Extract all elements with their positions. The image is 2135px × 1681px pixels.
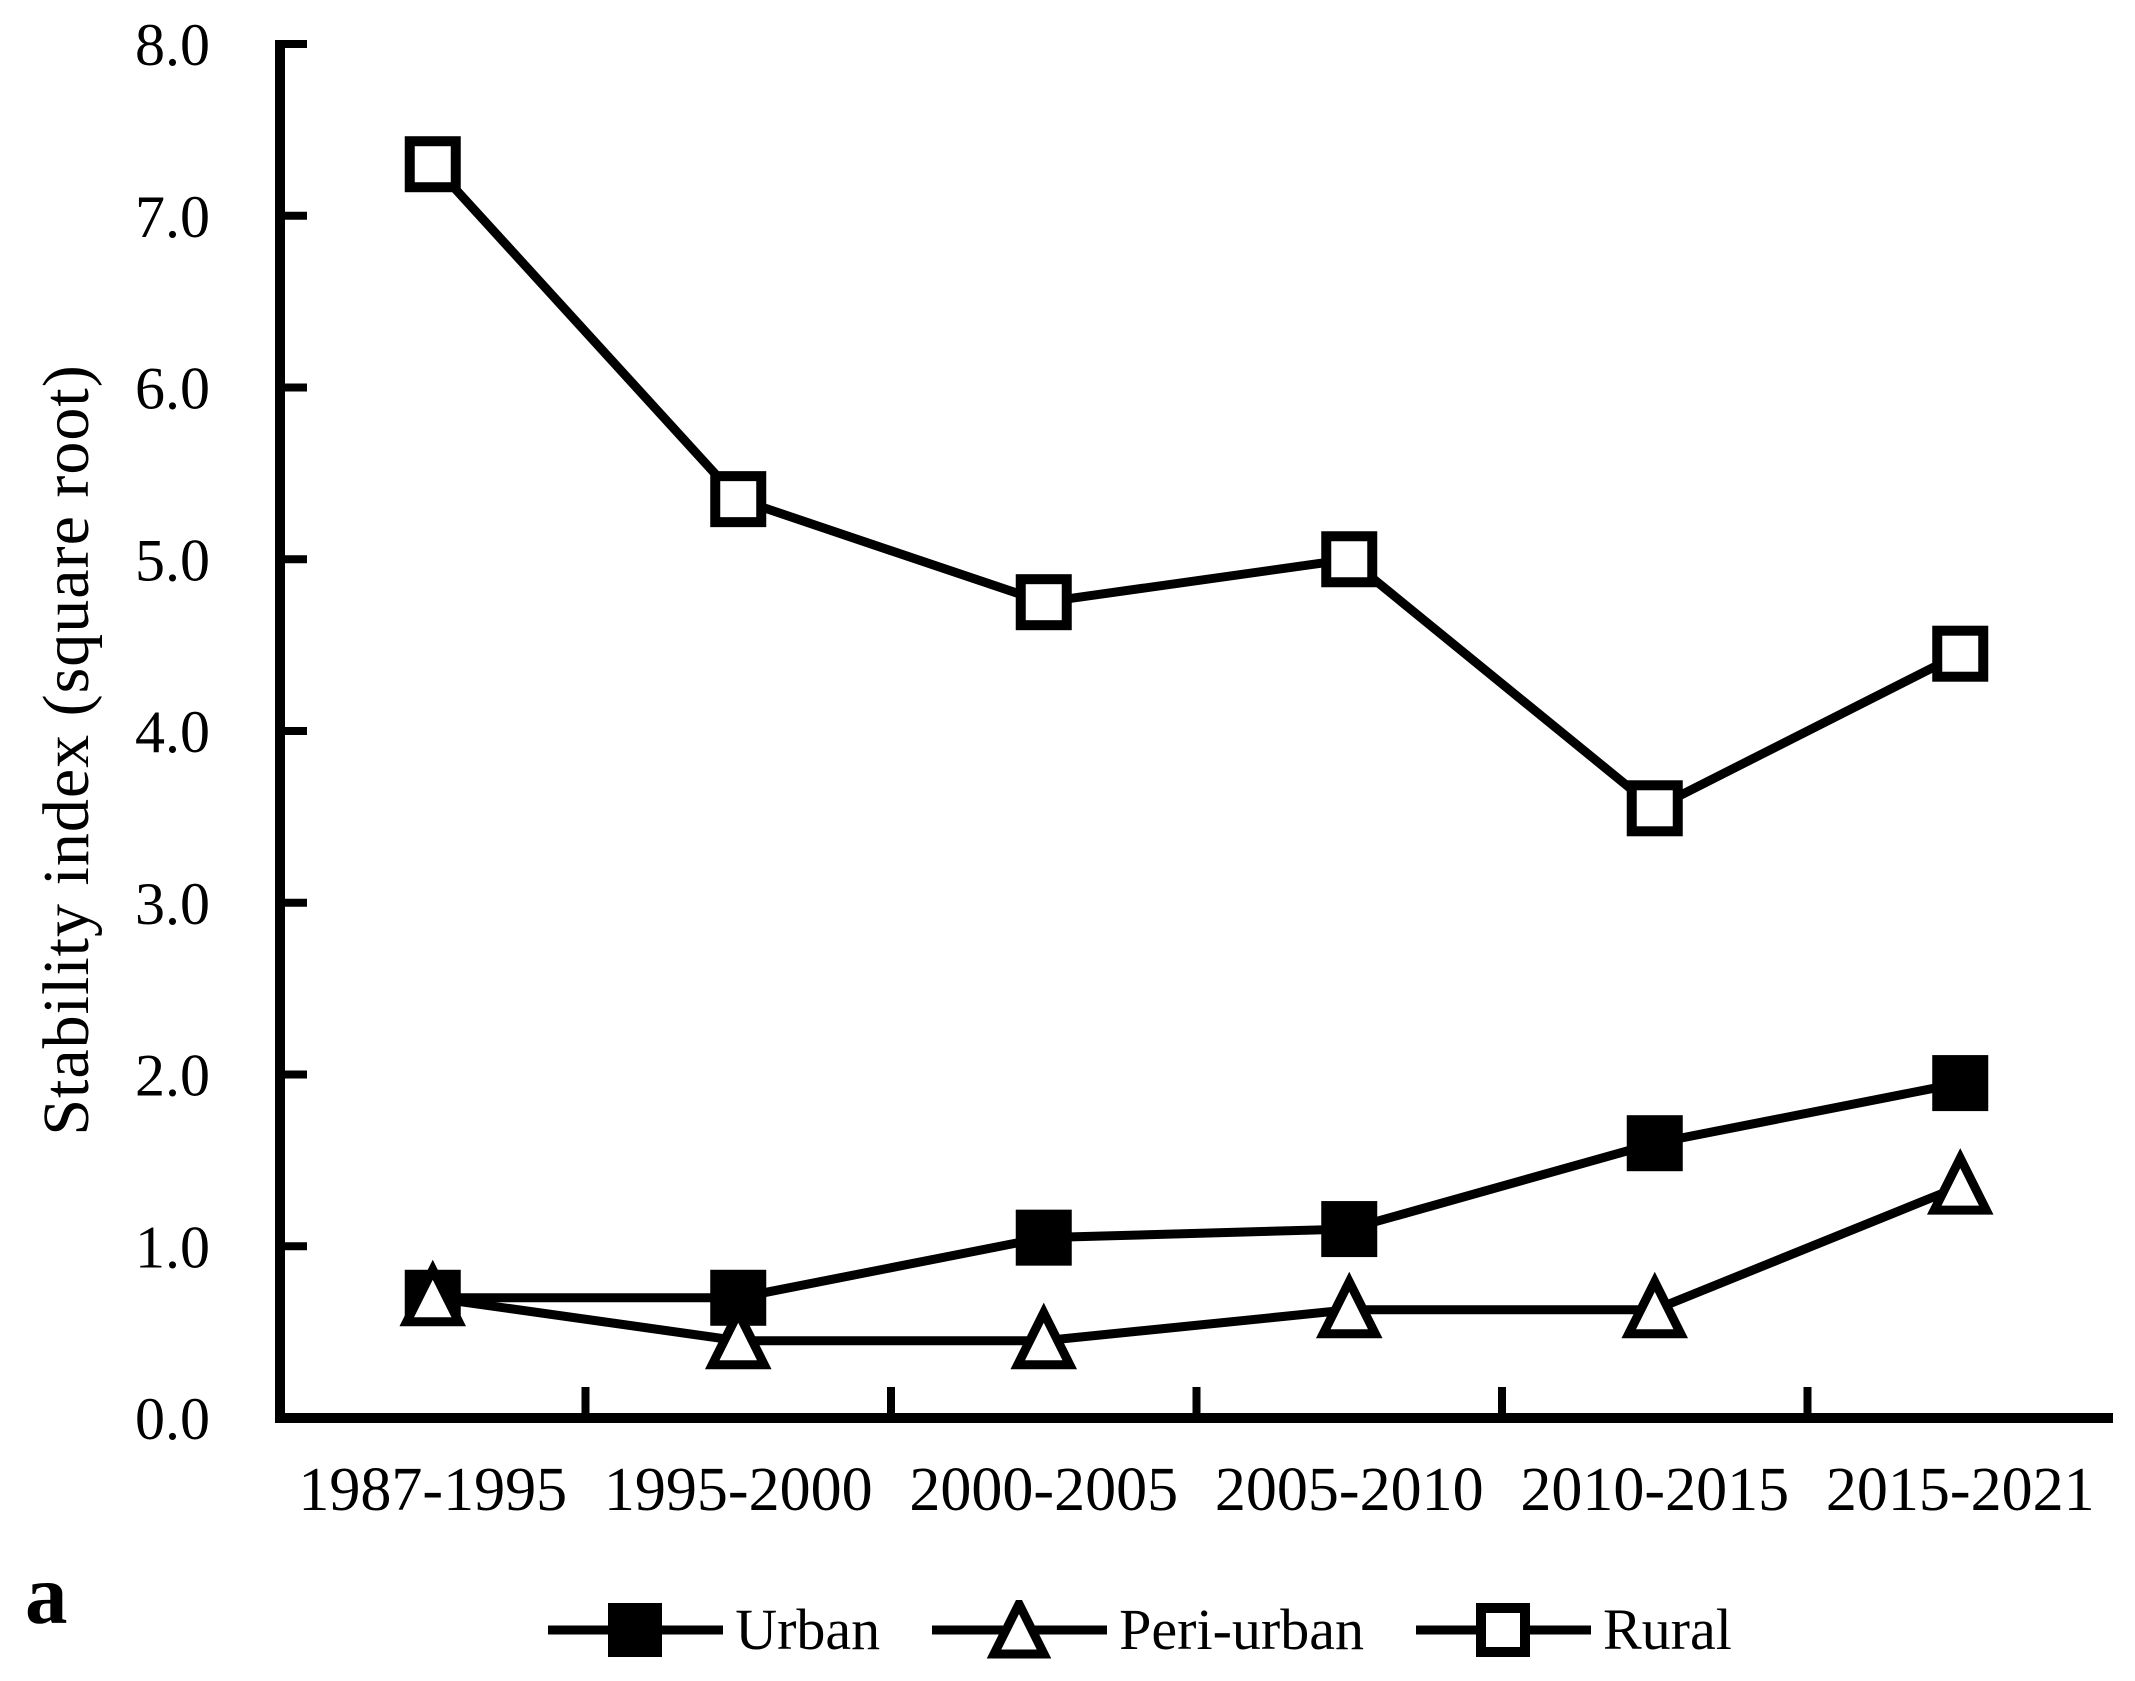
y-tick xyxy=(285,40,307,48)
legend-label-peri-urban: Peri-urban xyxy=(1119,1597,1364,1662)
y-tick-label: 8.0 xyxy=(135,12,210,78)
y-tick xyxy=(285,555,307,564)
series-line-peri-urban xyxy=(432,1181,1962,1346)
open-square-marker-icon xyxy=(1626,780,1683,837)
y-tick-label: 0.0 xyxy=(135,1386,210,1452)
x-tick-label: 2000-2005 xyxy=(909,1456,1178,1524)
open-triangle-marker-icon xyxy=(1010,1302,1078,1370)
y-tick-label: 6.0 xyxy=(135,356,210,422)
open-square-marker-icon xyxy=(1932,625,1989,682)
y-tick xyxy=(285,211,307,220)
y-tick xyxy=(285,1242,307,1251)
legend-label-urban: Urban xyxy=(735,1597,881,1662)
legend-label-rural: Rural xyxy=(1602,1597,1732,1662)
x-tick xyxy=(1192,1387,1201,1413)
open-square-marker-icon xyxy=(1415,1602,1591,1657)
y-tick-label: 5.0 xyxy=(135,527,210,593)
x-tick-label: 2005-2010 xyxy=(1215,1456,1484,1524)
y-tick xyxy=(285,898,307,907)
legend-item-rural: Rural xyxy=(1415,1596,1732,1663)
y-tick xyxy=(285,727,307,735)
y-tick xyxy=(285,1414,307,1422)
filled-square-marker-icon xyxy=(1015,1209,1072,1266)
x-tick-label: 2010-2015 xyxy=(1520,1456,1789,1524)
y-tick xyxy=(285,383,307,392)
x-axis-line xyxy=(275,1413,2113,1423)
x-tick xyxy=(1498,1387,1506,1413)
filled-square-marker-icon xyxy=(1626,1115,1683,1172)
x-tick-label: 2015-2021 xyxy=(1826,1456,2095,1524)
legend-item-peri-urban: Peri-urban xyxy=(932,1596,1364,1663)
open-square-marker-icon xyxy=(404,136,461,193)
open-triangle-marker-icon xyxy=(704,1302,772,1370)
legend-item-urban: Urban xyxy=(548,1596,880,1663)
filled-square-marker-icon xyxy=(1321,1201,1378,1258)
open-square-marker-icon xyxy=(1321,531,1378,588)
y-tick-label: 4.0 xyxy=(135,699,210,765)
open-triangle-marker-icon xyxy=(399,1259,467,1327)
y-axis-title: Stability index (square root) xyxy=(30,364,103,1136)
y-tick-label: 2.0 xyxy=(135,1043,210,1109)
x-tick xyxy=(581,1387,590,1413)
y-axis-line xyxy=(275,40,285,1423)
filled-square-marker-icon xyxy=(1932,1055,1989,1112)
x-tick xyxy=(887,1387,895,1413)
open-triangle-marker-icon xyxy=(932,1599,1108,1658)
y-tick-label: 7.0 xyxy=(135,184,210,250)
y-tick-label: 3.0 xyxy=(135,871,210,937)
legend: Urban Peri-urban Rural xyxy=(145,1596,2135,1663)
x-tick xyxy=(1803,1387,1812,1413)
filled-square-marker-icon xyxy=(548,1602,724,1657)
panel-label: a xyxy=(25,1548,68,1642)
series-line-urban xyxy=(432,1078,1962,1303)
y-tick-label: 1.0 xyxy=(135,1214,210,1280)
open-square-marker-icon xyxy=(710,471,767,528)
open-triangle-marker-icon xyxy=(1926,1148,1994,1215)
open-triangle-marker-icon xyxy=(1621,1271,1689,1339)
open-square-marker-icon xyxy=(1015,574,1072,631)
open-triangle-marker-icon xyxy=(1315,1271,1383,1339)
x-tick-label: 1995-2000 xyxy=(604,1456,873,1524)
series-line-rural xyxy=(429,161,1963,814)
y-tick xyxy=(285,1070,307,1079)
x-tick-label: 1987-1995 xyxy=(298,1456,567,1524)
